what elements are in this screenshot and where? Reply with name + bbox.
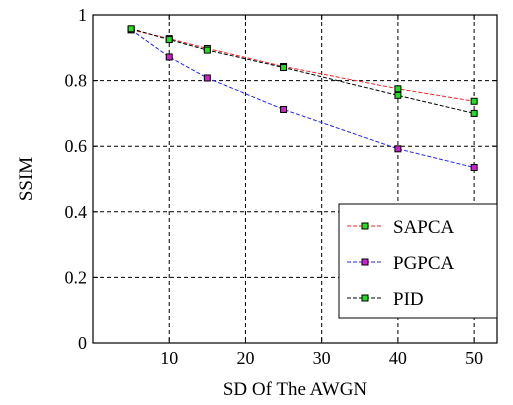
data-point-pid-1	[165, 36, 173, 44]
data-point-pid-0	[127, 25, 135, 33]
y-tick-label-1: 0.2	[65, 267, 88, 287]
data-point-pgpca-5	[470, 164, 478, 172]
x-axis-title: SD Of The AWGN	[223, 379, 368, 400]
y-tick-label-3: 0.6	[65, 136, 88, 156]
legend-marker-pid	[361, 294, 369, 302]
y-tick-label-5: 1	[78, 5, 87, 25]
y-tick-label-4: 0.8	[65, 71, 88, 91]
x-tick-label-4: 50	[465, 348, 483, 368]
data-point-pgpca-2	[203, 74, 211, 82]
data-point-pgpca-4	[394, 145, 402, 153]
x-tick-label-2: 30	[313, 348, 331, 368]
x-axis-ticks: 10 20 30 40 50	[160, 15, 483, 368]
series-pgpca	[127, 26, 478, 172]
y-axis-title: SSIM	[16, 157, 37, 201]
series-layer	[127, 25, 478, 172]
legend-label-pid: PID	[393, 289, 424, 310]
legend-label-pgpca: PGPCA	[393, 253, 455, 274]
plot-frame	[92, 14, 498, 344]
series-line-pgpca	[130, 29, 475, 169]
data-point-pgpca-3	[280, 105, 288, 113]
data-point-pid-3	[280, 63, 288, 71]
data-point-pid-2	[203, 46, 211, 54]
y-tick-label-0: 0	[78, 333, 87, 353]
x-tick-label-3: 40	[389, 348, 407, 368]
series-line-sapca	[131, 29, 475, 102]
legend-marker-pgpca	[361, 258, 369, 266]
data-point-sapca-4	[394, 85, 402, 93]
series-sapca	[127, 26, 478, 105]
series-line-pid	[130, 28, 475, 114]
y-tick-label-2: 0.4	[65, 202, 88, 222]
data-point-pgpca-1	[165, 53, 173, 61]
data-point-pid-4	[394, 91, 402, 99]
legend: SAPCA PGPCA PID	[338, 203, 498, 319]
x-tick-label-1: 20	[236, 348, 254, 368]
data-point-sapca-5	[470, 97, 478, 105]
data-point-pid-5	[470, 109, 478, 117]
legend-label-sapca: SAPCA	[393, 217, 455, 238]
legend-marker-sapca	[361, 222, 369, 230]
x-tick-label-0: 10	[160, 348, 178, 368]
series-pid	[127, 25, 478, 117]
y-axis-ticks: 0 0.2 0.4 0.6 0.8 1	[65, 5, 497, 353]
